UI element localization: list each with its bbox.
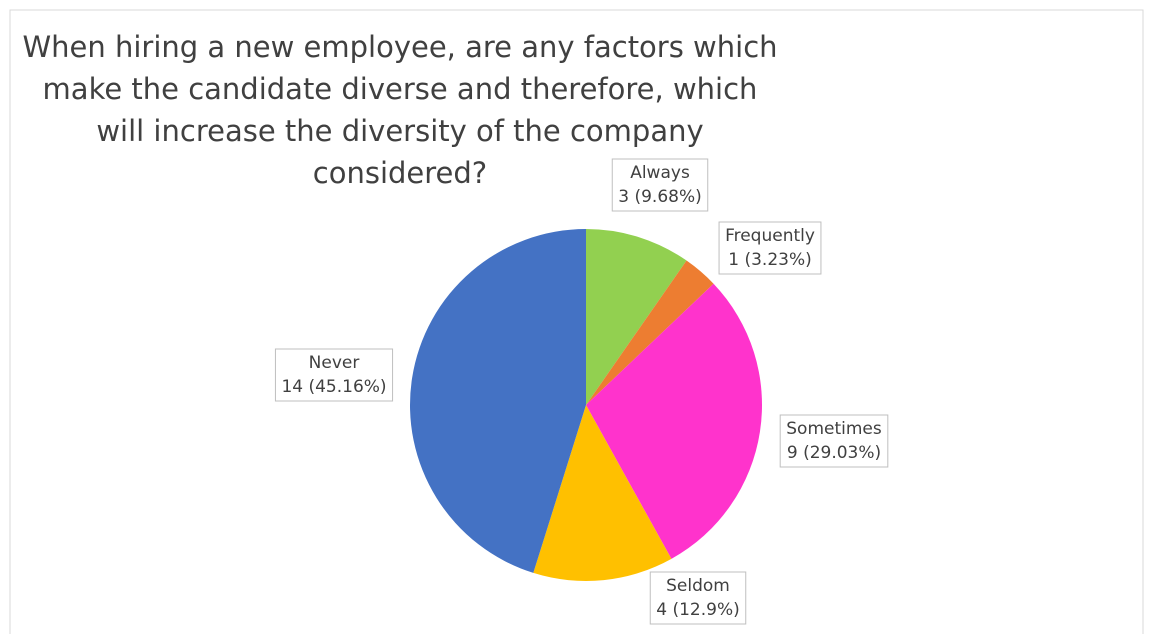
pie-slice (586, 260, 714, 405)
pie-slice (533, 405, 672, 581)
label-value: 14 (45.16%) (281, 377, 386, 397)
chart-border (9, 9, 1144, 634)
label-box (274, 348, 394, 402)
data-label: Seldom 4 (12.9%) (649, 571, 747, 625)
label-box (611, 158, 709, 212)
label-value: 9 (29.03%) (787, 443, 881, 463)
data-label: Sometimes 9 (29.03%) (779, 414, 889, 468)
label-category: Never (309, 353, 360, 373)
label-box (718, 221, 822, 275)
pie-slice (410, 229, 586, 573)
data-label: Always 3 (9.68%) (611, 158, 709, 212)
label-value: 4 (12.9%) (656, 600, 740, 620)
label-box (649, 571, 747, 625)
chart-title: When hiring a new employee, are any fact… (22, 30, 778, 190)
data-label: Never 14 (45.16%) (274, 348, 394, 402)
data-label: Frequently 1 (3.23%) (718, 221, 822, 275)
pie-slice (586, 229, 687, 405)
label-category: Sometimes (786, 419, 882, 439)
label-category: Frequently (725, 226, 815, 246)
pie-slice (586, 283, 762, 559)
label-value: 1 (3.23%) (728, 250, 812, 270)
label-category: Always (630, 163, 690, 183)
label-box (779, 414, 889, 468)
label-value: 3 (9.68%) (618, 187, 702, 207)
label-category: Seldom (666, 576, 730, 596)
